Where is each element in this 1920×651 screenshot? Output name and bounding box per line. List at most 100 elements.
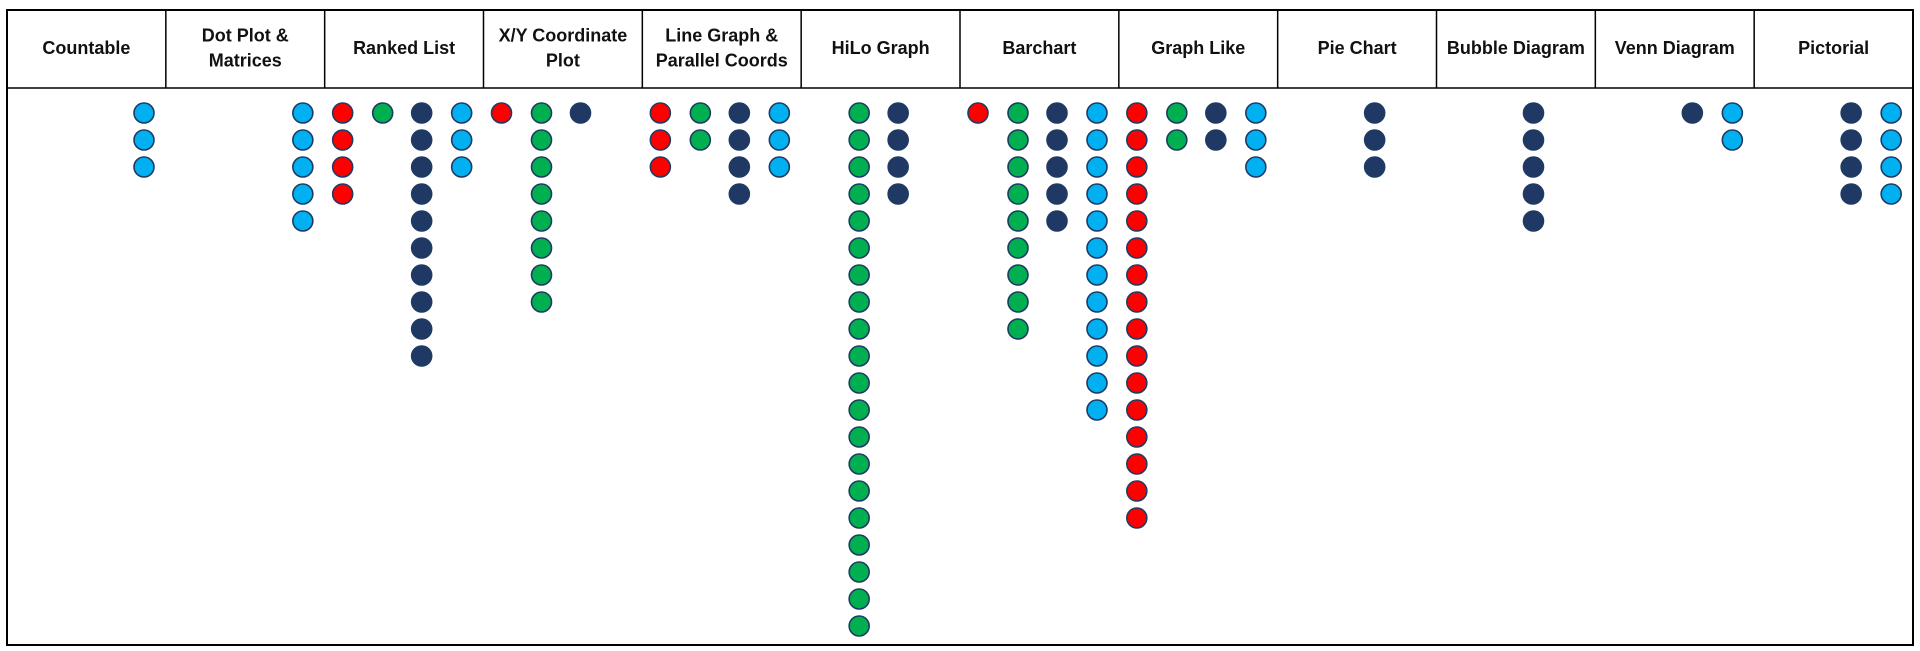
dot-light-blue bbox=[1086, 102, 1108, 124]
dot-navy bbox=[1046, 102, 1068, 124]
dot-green bbox=[530, 129, 553, 151]
dot-red bbox=[1126, 156, 1148, 178]
dot-light-blue bbox=[768, 102, 791, 124]
column-header-label: X/Y Coordinate bbox=[499, 25, 628, 45]
dot-light-blue bbox=[1086, 237, 1108, 259]
dot-light-blue bbox=[133, 102, 155, 124]
dot-red bbox=[1126, 507, 1148, 529]
dot-navy bbox=[1363, 129, 1386, 151]
chart-frame bbox=[6, 9, 1914, 646]
dot-navy bbox=[1205, 102, 1227, 124]
dot-green bbox=[689, 102, 712, 124]
dot-light-blue bbox=[1245, 102, 1267, 124]
dot-green bbox=[1007, 129, 1029, 151]
dot-navy bbox=[410, 102, 433, 124]
dot-light-blue bbox=[292, 210, 314, 232]
dot-light-blue bbox=[133, 156, 155, 178]
dot-green bbox=[848, 561, 870, 583]
dot-navy bbox=[410, 237, 433, 259]
dot-light-blue bbox=[1086, 210, 1108, 232]
dot-light-blue bbox=[1086, 318, 1108, 340]
dot-navy bbox=[410, 156, 433, 178]
dot-red bbox=[1126, 210, 1148, 232]
dot-navy bbox=[1840, 156, 1862, 178]
dot-green bbox=[848, 183, 870, 205]
dot-green bbox=[1007, 264, 1029, 286]
dot-red bbox=[1126, 318, 1148, 340]
dot-navy bbox=[410, 183, 433, 205]
dot-green bbox=[848, 156, 870, 178]
dot-red bbox=[1126, 102, 1148, 124]
dot-navy bbox=[728, 183, 751, 205]
dot-light-blue bbox=[1086, 129, 1108, 151]
dot-red bbox=[1126, 372, 1148, 394]
dot-navy bbox=[1522, 102, 1545, 124]
dot-red bbox=[331, 183, 354, 205]
dot-light-blue bbox=[1880, 156, 1902, 178]
dot-green bbox=[848, 480, 870, 502]
dot-green bbox=[1166, 102, 1188, 124]
dot-light-blue bbox=[450, 102, 473, 124]
dot-green bbox=[848, 399, 870, 421]
column-header-label: Dot Plot & bbox=[202, 25, 289, 45]
dot-navy bbox=[410, 318, 433, 340]
dot-red bbox=[649, 129, 672, 151]
column-header-label: Line Graph & bbox=[665, 25, 778, 45]
dot-light-blue bbox=[1086, 264, 1108, 286]
dot-green bbox=[1007, 183, 1029, 205]
header-row: Countable Dot Plot & Matrices Ranked List X/… bbox=[42, 10, 1869, 88]
dot-green bbox=[1166, 129, 1188, 151]
dot-navy bbox=[728, 102, 751, 124]
dot-light-blue bbox=[768, 129, 791, 151]
dot-green bbox=[530, 210, 553, 232]
dot-red bbox=[331, 156, 354, 178]
dot-red bbox=[1126, 237, 1148, 259]
dot-light-blue bbox=[1086, 372, 1108, 394]
dot-navy bbox=[1205, 129, 1227, 151]
dot-red bbox=[649, 156, 672, 178]
dot-light-blue bbox=[450, 129, 473, 151]
dot-green bbox=[530, 156, 553, 178]
dot-green bbox=[848, 534, 870, 556]
dot-navy bbox=[410, 129, 433, 151]
dot-navy bbox=[887, 183, 909, 205]
dot-green bbox=[1007, 102, 1029, 124]
dot-navy bbox=[1522, 129, 1545, 151]
dot-light-blue bbox=[450, 156, 473, 178]
dot-red bbox=[1126, 399, 1148, 421]
column-header-label: Bubble Diagram bbox=[1447, 38, 1585, 58]
dot-green bbox=[848, 237, 870, 259]
dot-navy bbox=[1522, 210, 1545, 232]
dot-light-blue bbox=[1880, 102, 1902, 124]
dot-navy bbox=[728, 156, 751, 178]
dot-light-blue bbox=[1880, 129, 1902, 151]
dot-navy bbox=[410, 291, 433, 313]
column-header-label: Plot bbox=[546, 50, 580, 70]
dot-light-blue bbox=[768, 156, 791, 178]
dot-green bbox=[1007, 210, 1029, 232]
dot-light-blue bbox=[1721, 102, 1744, 124]
dot-green bbox=[848, 264, 870, 286]
dot-red bbox=[649, 102, 672, 124]
column-header-label: Venn Diagram bbox=[1615, 38, 1735, 58]
dot-light-blue bbox=[292, 102, 314, 124]
dot-red bbox=[1126, 453, 1148, 475]
dot-red bbox=[1126, 129, 1148, 151]
dot-green bbox=[371, 102, 394, 124]
dot-light-blue bbox=[1086, 291, 1108, 313]
dot-light-blue bbox=[1086, 345, 1108, 367]
dot-navy bbox=[410, 264, 433, 286]
dot-green bbox=[530, 183, 553, 205]
dot-green bbox=[848, 615, 870, 637]
dot-light-blue bbox=[292, 156, 314, 178]
dot-green bbox=[1007, 318, 1029, 340]
dot-light-blue bbox=[1086, 183, 1108, 205]
column-header-label: HiLo Graph bbox=[832, 38, 930, 58]
column-header-label: Countable bbox=[42, 38, 130, 58]
dot-navy bbox=[1363, 156, 1386, 178]
dot-green bbox=[689, 129, 712, 151]
dot-red bbox=[1126, 480, 1148, 502]
dot-light-blue bbox=[292, 183, 314, 205]
dot-green bbox=[848, 372, 870, 394]
dot-light-blue bbox=[1086, 156, 1108, 178]
